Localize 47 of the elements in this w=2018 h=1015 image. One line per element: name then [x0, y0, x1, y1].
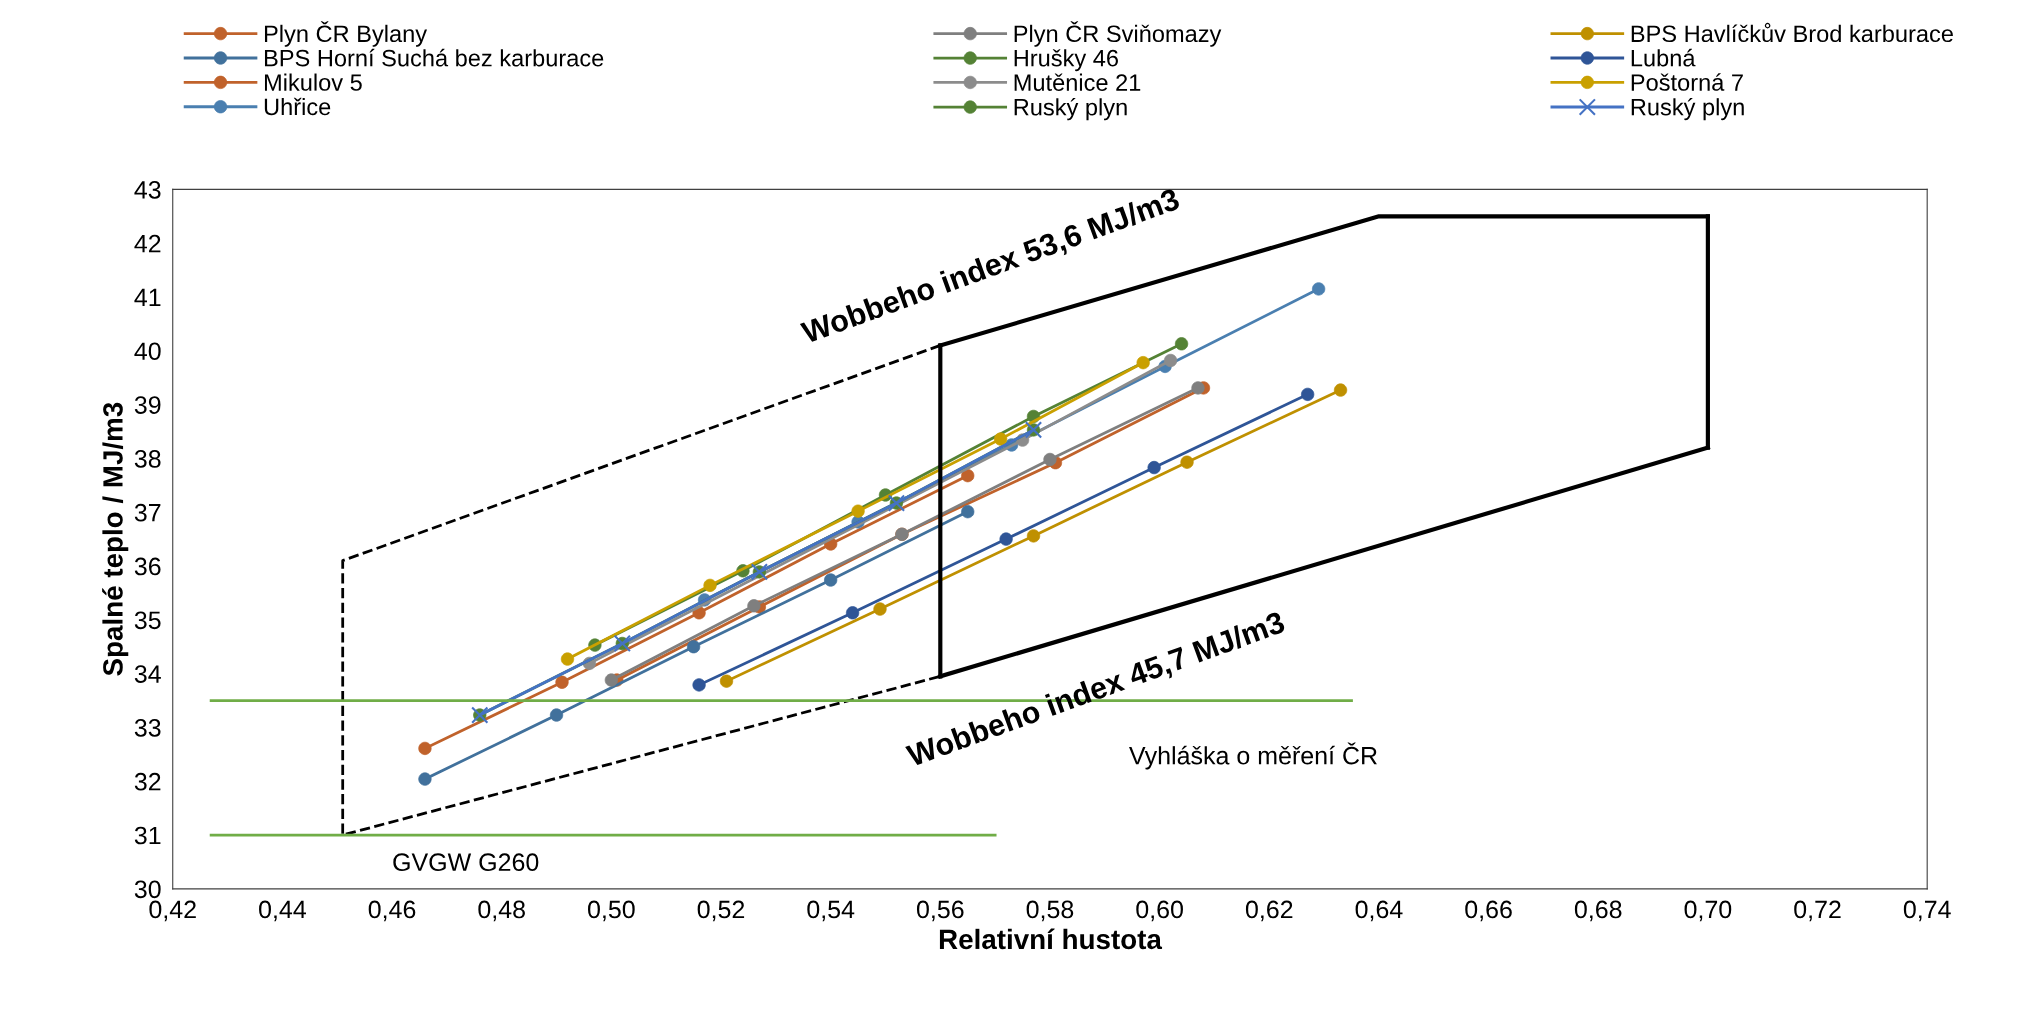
y-tick-label: 31: [134, 826, 161, 845]
legend-label: Plyn ČR Bylany: [264, 21, 428, 47]
y-tick-label: 43: [134, 181, 161, 199]
x-tick-label: 0,56: [916, 900, 964, 922]
y-tick-label: 33: [134, 719, 161, 737]
legend-label: Poštorná 7: [1631, 73, 1743, 91]
legend-label: Lubná: [1631, 48, 1696, 67]
x-axis-title: Relativní hustota: [939, 928, 1163, 950]
x-tick-label: 0,54: [807, 900, 855, 922]
y-tick-label: 39: [134, 396, 161, 414]
legend-label: Mutěnice 21: [1014, 73, 1141, 91]
x-tick-label: 0,68: [1574, 900, 1622, 922]
y-tick-label: 40: [134, 342, 161, 361]
x-tick-label: 0,62: [1245, 900, 1293, 922]
legend-label: Mikulov 5: [264, 73, 362, 91]
legend-label: Uhřice: [264, 97, 331, 116]
x-tick-label: 0,44: [259, 900, 306, 922]
x-tick-label: 0,58: [1026, 900, 1074, 922]
legend-label: BPS Havlíčkův Brod karburace: [1631, 22, 1953, 43]
y-tick-label: 42: [134, 234, 161, 253]
x-tick-label: 0,72: [1794, 900, 1841, 922]
legend-label: BPS Horní Suchá bez karburace: [264, 48, 604, 67]
x-tick-label: 0,70: [1684, 900, 1732, 922]
legend-label: Plyn ČR Sviňomazy: [1014, 21, 1222, 47]
x-tick-label: 0,42: [149, 900, 196, 922]
y-tick-label: 38: [134, 450, 161, 468]
x-tick-label: 0,64: [1355, 900, 1403, 922]
y-tick-label: 37: [134, 503, 161, 522]
x-tick-label: 0,48: [478, 900, 525, 922]
y-tick-label: 34: [134, 665, 161, 683]
x-tick-label: 0,52: [697, 900, 745, 922]
x-tick-label: 0,60: [1136, 900, 1183, 922]
y-tick-label: 30: [134, 880, 161, 899]
legend-label: Hrušky 46: [1014, 49, 1118, 72]
annotation: GVGW G260: [393, 853, 539, 872]
y-tick-label: 32: [134, 772, 161, 791]
annotation: Vyhláška o měření ČR: [1129, 742, 1377, 770]
x-tick-label: 0,50: [588, 900, 635, 922]
y-tick-label: 35: [134, 611, 161, 630]
legend-label: Ruský plyn: [1631, 97, 1744, 121]
y-tick-label: 36: [134, 557, 161, 576]
y-tick-label: 41: [134, 288, 161, 307]
x-tick-label: 0,46: [368, 900, 416, 922]
y-axis-title: Spalné teplo / MJ/m3: [102, 402, 129, 676]
legend-label: Ruský plyn: [1014, 97, 1127, 121]
x-tick-label: 0,66: [1465, 900, 1512, 922]
x-tick-label: 0,74: [1903, 900, 1951, 922]
